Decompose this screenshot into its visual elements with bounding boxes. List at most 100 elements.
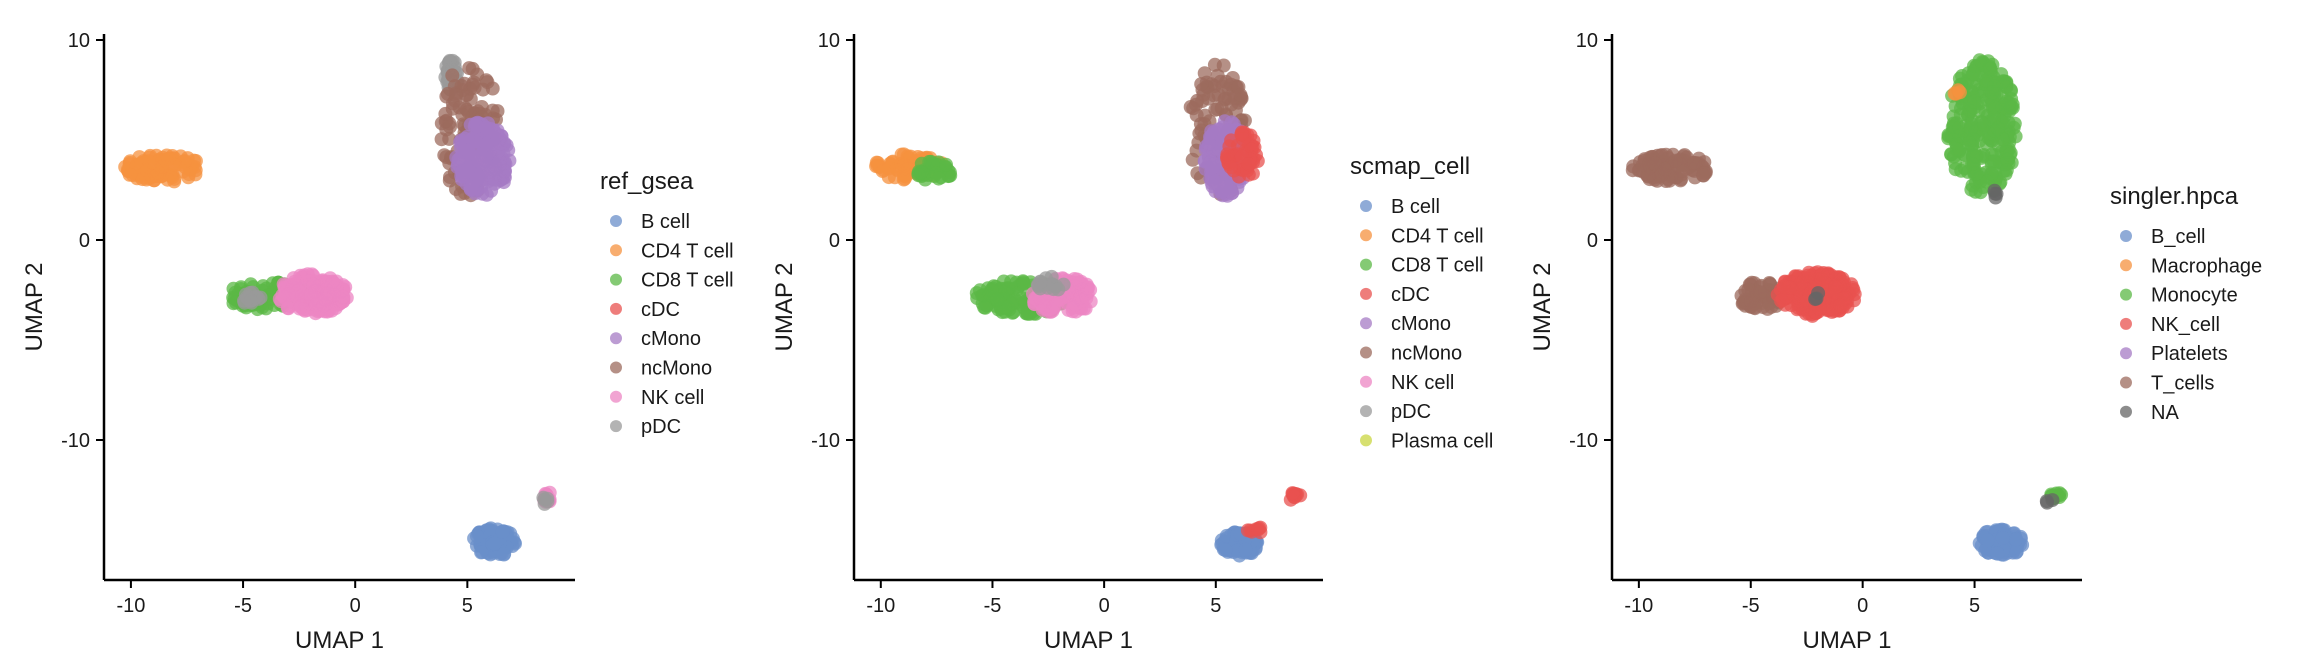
data-point [160, 172, 175, 187]
data-point [869, 159, 884, 174]
data-point [1990, 546, 2005, 561]
legend-key [610, 244, 622, 257]
data-point [1949, 142, 1964, 157]
data-point [1980, 533, 1995, 548]
data-point [1004, 274, 1019, 289]
legend-label: NK_cell [2151, 314, 2220, 336]
legend-key [610, 390, 622, 403]
x-tick-label: -5 [1742, 595, 1760, 617]
data-point [434, 132, 449, 147]
data-point [1251, 522, 1266, 537]
data-point [292, 301, 307, 316]
data-point [1948, 162, 1963, 177]
data-point [441, 55, 456, 70]
data-point [1668, 153, 1683, 168]
data-point [1972, 53, 1987, 68]
data-point [1218, 543, 1233, 558]
data-point [1285, 486, 1300, 501]
legend-key [1360, 229, 1372, 242]
data-point [903, 149, 918, 164]
data-point [1988, 186, 2003, 201]
data-point [483, 521, 498, 536]
legend-label: pDC [1391, 401, 1431, 423]
data-point [479, 120, 493, 135]
data-point [1072, 275, 1087, 290]
legend-label: T_cells [2151, 373, 2214, 395]
data-point [1035, 302, 1050, 317]
data-point [1049, 297, 1064, 312]
data-point [973, 283, 987, 298]
data-point [1809, 291, 1824, 306]
legend-label: cMono [641, 328, 701, 350]
data-point [881, 161, 896, 176]
data-point [1016, 276, 1031, 291]
data-point [438, 106, 453, 121]
data-point [1965, 157, 1980, 171]
legend-label: NK cell [641, 387, 704, 409]
y-tick-label: -10 [61, 430, 90, 452]
data-point [495, 524, 510, 539]
y-tick-label: 0 [829, 230, 840, 252]
legend-key [1360, 375, 1372, 388]
legend-key [2120, 288, 2132, 301]
data-point [1776, 279, 1791, 294]
data-point [159, 154, 174, 169]
data-point [1019, 306, 1034, 321]
data-point [1194, 77, 1209, 92]
umap-panel-1: -10 -5 0 5 10 0 -10 UMAP 1 UMAP 2 ref_gsea B cell C… [21, 30, 734, 654]
legend-key [1360, 346, 1372, 359]
y-tick-label: 10 [68, 30, 90, 52]
data-point [474, 545, 489, 560]
data-point [2008, 129, 2023, 144]
legend-key [2120, 347, 2132, 360]
legend-label: NA [2151, 402, 2179, 424]
data-point [1946, 119, 1961, 134]
data-point [455, 107, 470, 122]
x-tick-label: 0 [1857, 595, 1868, 617]
data-point [460, 162, 475, 177]
legend-label: Monocyte [2151, 285, 2238, 307]
legend-title: scmap_cell [1350, 153, 1470, 180]
data-point [442, 173, 457, 188]
data-point [1952, 85, 1967, 100]
y-tick-label: 0 [79, 230, 90, 252]
data-point [448, 88, 463, 103]
x-tick-label: 0 [1099, 595, 1110, 617]
legend-label: Macrophage [2151, 255, 2262, 277]
data-point [1220, 147, 1235, 162]
data-point [132, 150, 147, 165]
data-point [306, 277, 321, 292]
data-point [1033, 274, 1048, 289]
legend-key [2120, 317, 2132, 330]
data-point [939, 157, 953, 172]
data-point [990, 292, 1005, 307]
legend-key [610, 302, 622, 315]
legend-label: CD8 T cell [1391, 255, 1484, 277]
data-point [914, 165, 929, 180]
x-axis-title: UMAP 1 [1803, 627, 1892, 654]
legend-key [2120, 376, 2132, 389]
data-point [487, 176, 502, 191]
data-point [1641, 169, 1656, 184]
data-point [176, 164, 190, 179]
data-point [1748, 301, 1762, 316]
legend-label: Plasma cell [1391, 430, 1493, 452]
legend-key [1360, 200, 1372, 212]
data-point [1967, 94, 1982, 109]
data-point [1201, 91, 1216, 106]
data-point [451, 152, 466, 167]
data-point [1999, 163, 2014, 178]
data-point [1075, 293, 1090, 308]
data-point [1753, 285, 1767, 300]
data-point [1991, 138, 2006, 153]
legend-label: B_cell [2151, 226, 2205, 248]
data-point [1696, 168, 1711, 183]
data-point [479, 73, 494, 88]
data-point [187, 153, 201, 168]
data-point [463, 182, 478, 197]
data-point [479, 187, 494, 202]
data-point [1186, 101, 1201, 116]
data-point [240, 291, 255, 306]
x-tick-label: -5 [234, 595, 252, 617]
